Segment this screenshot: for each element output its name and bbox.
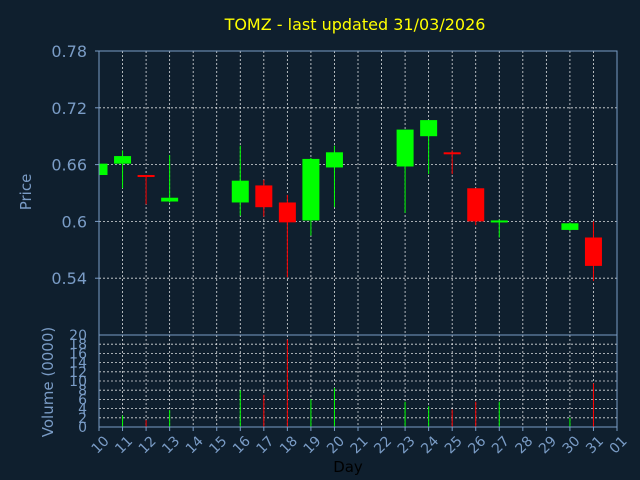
volume-tick-label: 14 <box>69 356 87 372</box>
day-tick-label: 29 <box>536 433 560 457</box>
volume-tick-label: 6 <box>78 392 87 408</box>
volume-tick-label: 18 <box>69 337 87 353</box>
volume-bar-series <box>98 339 594 427</box>
day-tick-label: 28 <box>513 433 537 457</box>
day-tick-label: 22 <box>371 433 395 457</box>
volume-tick-label: 2 <box>78 411 87 427</box>
volume-tick-label: 12 <box>69 365 87 381</box>
volume-tick-label: 4 <box>78 402 87 418</box>
candlestick-series <box>98 120 602 282</box>
candle-body <box>443 152 461 155</box>
candle-body <box>137 175 155 178</box>
day-tick-label: 15 <box>206 433 230 457</box>
price-tick-label: 0.66 <box>51 156 87 175</box>
candle-body <box>561 223 579 230</box>
price-tick-label: 0.6 <box>62 212 87 231</box>
day-tick-label: 27 <box>489 433 513 457</box>
day-tick-label: 20 <box>324 433 348 457</box>
price-axis-label: Price <box>17 174 35 211</box>
day-tick-label: 23 <box>395 433 419 457</box>
day-tick-label: 30 <box>560 433 584 457</box>
volume-axis-label: Volume (0000) <box>39 327 57 437</box>
candle-body <box>255 185 273 208</box>
day-tick-label: 01 <box>607 433 631 457</box>
day-tick-label: 21 <box>348 433 372 457</box>
day-axis-label: Day <box>333 458 363 476</box>
day-tick-label: 24 <box>418 433 442 457</box>
day-tick-label: 12 <box>136 433 160 457</box>
day-tick-label: 25 <box>442 433 466 457</box>
chart-title: TOMZ - last updated 31/03/2026 <box>224 15 486 34</box>
volume-tick-label: 8 <box>78 383 87 399</box>
day-tick-label: 14 <box>183 433 207 457</box>
day-tick-label: 10 <box>89 433 113 457</box>
volume-tick-label: 16 <box>69 346 87 362</box>
day-tick-label: 19 <box>301 433 325 457</box>
volume-tick-label: 20 <box>69 328 87 344</box>
day-tick-label: 26 <box>465 433 489 457</box>
candle-body <box>99 163 108 176</box>
candle-body <box>325 152 343 168</box>
day-tick-label: 31 <box>583 433 607 457</box>
volume-tick-label: 10 <box>69 374 87 390</box>
day-tick-label: 16 <box>230 433 254 457</box>
day-tick-label: 18 <box>277 433 301 457</box>
candle-body <box>161 197 179 202</box>
candle-body <box>420 120 438 137</box>
day-tick-labels: 10 11 12 13 14 15 16 17 18 19 20 21 22 23 24 25 26 27 28 29… <box>89 427 631 457</box>
price-tick-label: 0.78 <box>51 42 87 61</box>
candle-body <box>396 129 414 167</box>
candle-body <box>302 158 320 221</box>
candle-body <box>490 220 508 223</box>
price-tick-label: 0.72 <box>51 99 87 118</box>
volume-tick-label: 0 <box>78 420 87 436</box>
candle-body <box>231 180 249 203</box>
candle-body <box>114 156 132 164</box>
day-tick-label: 13 <box>159 433 183 457</box>
candle-body <box>584 237 602 266</box>
price-gridlines <box>98 50 618 335</box>
day-tick-label: 17 <box>254 433 278 457</box>
candle-body <box>467 188 485 222</box>
volume-gridlines <box>98 334 618 428</box>
candle-body <box>278 202 296 223</box>
price-tick-label: 0.54 <box>51 269 87 288</box>
price-tick-labels: 0.78 0.72 0.66 0.6 0.54 <box>51 42 99 288</box>
day-tick-label: 11 <box>112 433 136 457</box>
